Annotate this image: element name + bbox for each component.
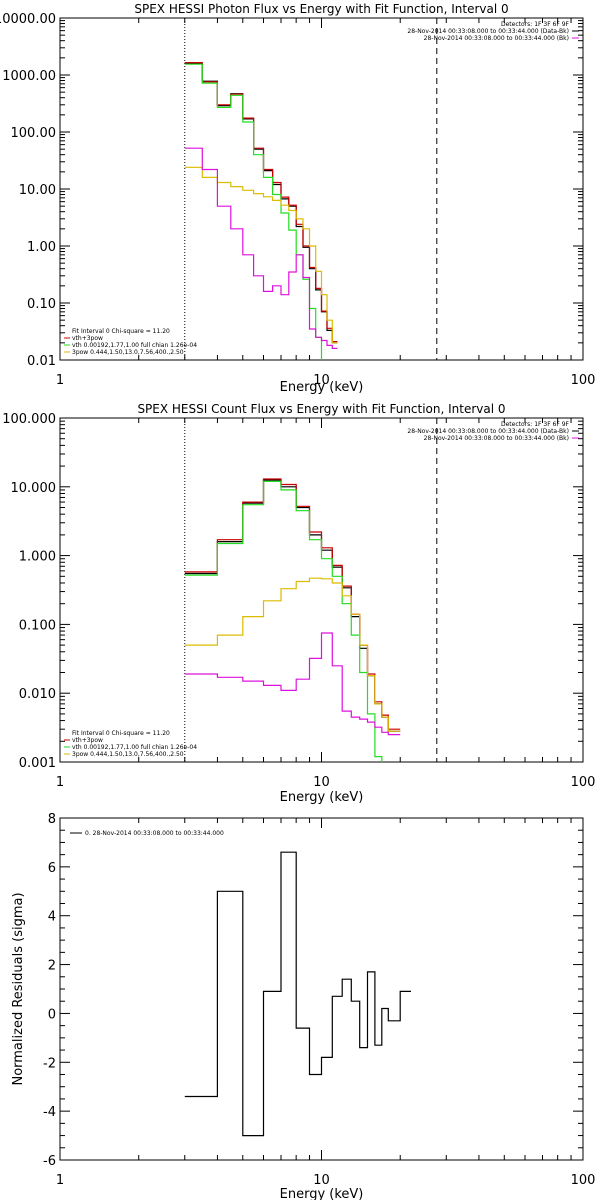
y-tick-label: 4 (48, 910, 56, 925)
legend-entry: 0. 28-Nov-2014 00:33:08.000 to 00:33:44.… (85, 830, 224, 837)
y-tick-label: 10.00 (19, 183, 56, 198)
series-line-1 (184, 851, 411, 1137)
y-tick-label: 1000.00 (2, 69, 56, 84)
y-tick-label: 0.01 (27, 354, 56, 369)
x-tick-label: 1 (56, 775, 64, 790)
y-tick-label: -4 (43, 1105, 56, 1120)
y-tick-label: 0.100 (19, 618, 56, 633)
y-tick-label: 1.000 (19, 550, 56, 565)
y-tick-label: 8 (48, 812, 56, 827)
legend-entry: vth+3pow (72, 335, 103, 342)
x-tick-label: 1 (56, 373, 64, 388)
x-tick-label: 10 (313, 373, 330, 388)
legend-entry: Detectors: 1F 3F 6F 9F (501, 421, 570, 428)
legend-entry: Fit Interval 0 Chi-square = 11.20 (72, 328, 170, 335)
y-tick-label: -6 (43, 1154, 56, 1169)
y-tick-label: 100.00 (11, 126, 57, 141)
chart-panel-1: SPEX HESSI Photon Flux vs Energy with Fi… (0, 2, 596, 395)
y-tick-label: 0.001 (19, 756, 56, 771)
x-tick-label: 100 (571, 775, 596, 790)
y-tick-label: -2 (43, 1056, 56, 1071)
x-axis-label: Energy (keV) (280, 790, 364, 805)
y-tick-label: 1.00 (27, 240, 56, 255)
y-tick-label: 100.000 (2, 412, 56, 427)
series-line-5 (184, 632, 401, 736)
legend-entry: 3pow 0.444,1.50,13.0,7.56,400.,2.50 (72, 751, 184, 758)
series-line-3 (184, 480, 383, 762)
series-line-1 (184, 62, 338, 344)
y-tick-label: 6 (48, 861, 56, 876)
plot-frame (59, 817, 584, 1161)
legend-entry: vth 0.00192,1.77,1.00 full chian 1.26e-0… (72, 342, 197, 349)
x-tick-label: 100 (571, 373, 596, 388)
y-tick-label: 10.000 (11, 481, 57, 496)
legend-entry: 3pow 0.444,1.50,13.0,7.56,400.,2.50 (72, 349, 184, 356)
y-axis-label: Normalized Residuals (sigma) (11, 892, 26, 1085)
x-tick-label: 10 (313, 775, 330, 790)
legend-entry: Fit Interval 0 Chi-square = 11.20 (72, 730, 170, 737)
x-tick-label: 10 (313, 1173, 330, 1188)
chart-title: SPEX HESSI Count Flux vs Energy with Fit… (137, 402, 505, 416)
series-line-4 (184, 577, 401, 732)
y-tick-label: 2 (48, 959, 56, 974)
legend-entry: 28-Nov-2014 00:33:08.000 to 00:33:44.000… (424, 35, 569, 42)
y-tick-label: 10000.00 (0, 12, 56, 27)
chart-title: SPEX HESSI Photon Flux vs Energy with Fi… (134, 2, 508, 16)
legend-entry: Detectors: 1F 3F 6F 9F (501, 21, 570, 28)
legend-entry: 28-Nov-2014 00:33:08.000 to 00:33:44.000… (407, 28, 569, 35)
x-axis-label: Energy (keV) (280, 380, 364, 395)
x-axis-label: Energy (keV) (280, 1187, 364, 1200)
plot-frame (59, 417, 584, 763)
legend-entry: vth+3pow (72, 737, 103, 744)
series-line-4 (184, 166, 338, 344)
y-tick-label: 0 (48, 1007, 56, 1022)
series-line-2 (184, 61, 338, 343)
legend-entry: 28-Nov-2014 00:33:08.000 to 00:33:44.000… (407, 428, 569, 435)
chart-panel-2: SPEX HESSI Count Flux vs Energy with Fit… (2, 402, 596, 805)
chart-panel-3: 1 10 100 -6 -4 -2 0 2 4 6 8 Energy (keV) Normalized … (11, 812, 595, 1200)
y-tick-label: 0.10 (27, 297, 56, 312)
x-tick-label: 1 (56, 1173, 64, 1188)
legend-entry: 28-Nov-2014 00:33:08.000 to 00:33:44.000… (424, 435, 569, 442)
series-line-5 (184, 147, 338, 349)
series-line-3 (184, 63, 323, 360)
x-tick-label: 100 (571, 1173, 596, 1188)
legend-entry: vth 0.00192,1.77,1.00 full chian 1.26e-0… (72, 744, 197, 751)
y-tick-label: 0.010 (19, 687, 56, 702)
